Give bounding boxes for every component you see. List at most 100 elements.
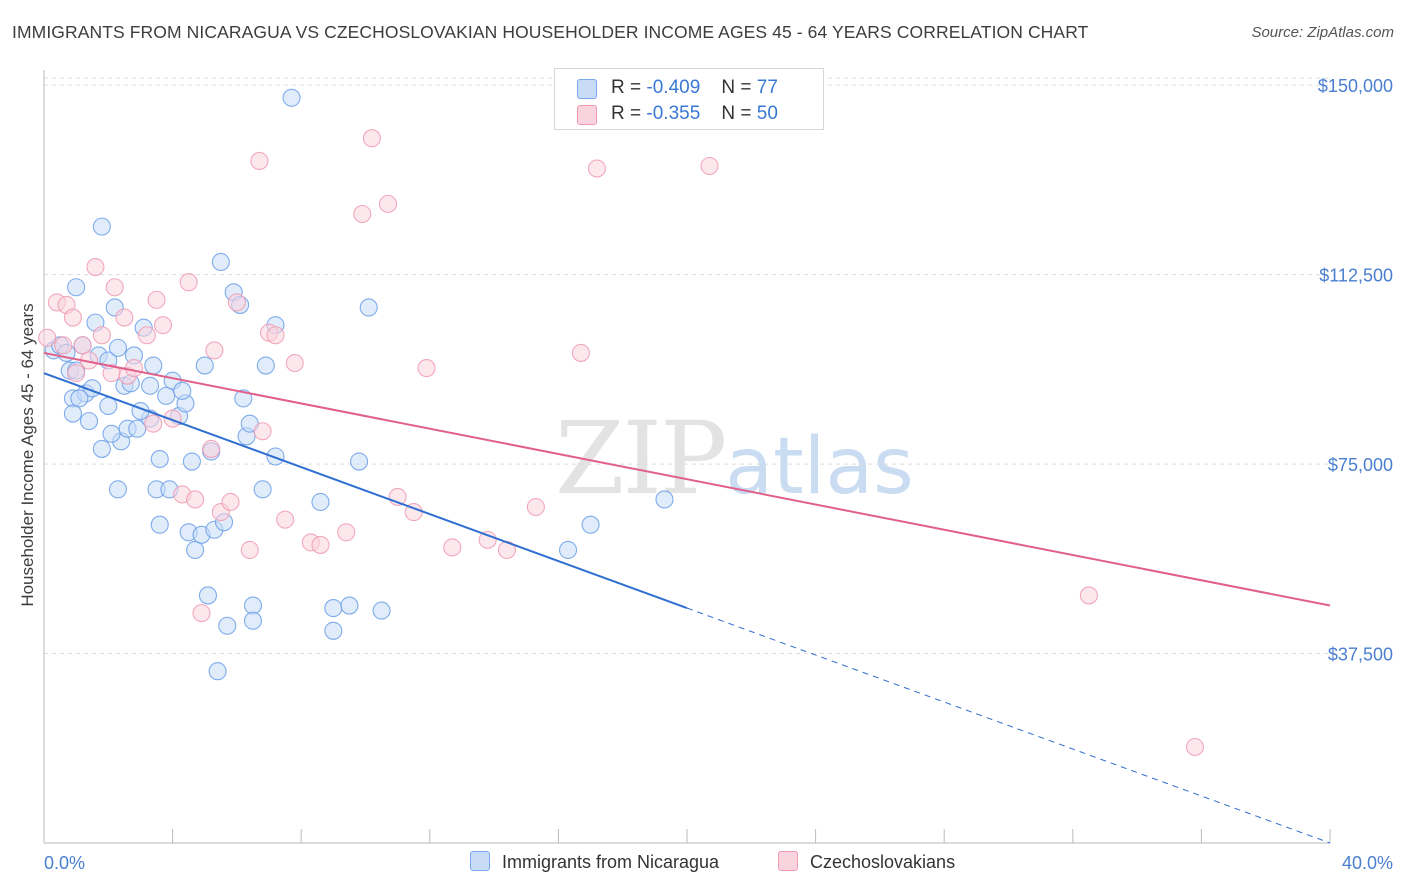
point-nicaragua bbox=[182, 452, 201, 471]
point-czechoslovakians bbox=[137, 326, 156, 345]
source-credit: Source: ZipAtlas.com bbox=[1251, 24, 1394, 41]
point-czechoslovakians bbox=[202, 439, 221, 458]
legend-r-label: R = bbox=[611, 77, 642, 98]
point-nicaragua bbox=[108, 480, 127, 499]
point-nicaragua bbox=[234, 389, 253, 408]
y-axis-label: Householder Income Ages 45 - 64 years bbox=[18, 303, 37, 606]
point-nicaragua bbox=[218, 616, 237, 635]
point-czechoslovakians bbox=[478, 530, 497, 549]
point-czechoslovakians bbox=[1079, 586, 1098, 605]
point-czechoslovakians bbox=[147, 290, 166, 309]
trend-lines bbox=[43, 351, 1331, 844]
point-czechoslovakians bbox=[253, 422, 272, 441]
point-nicaragua bbox=[655, 490, 674, 509]
point-nicaragua bbox=[150, 515, 169, 534]
point-czechoslovakians bbox=[179, 273, 198, 292]
point-nicaragua bbox=[108, 338, 127, 357]
point-czechoslovakians bbox=[1185, 737, 1205, 757]
legend-n-value: 50 bbox=[756, 103, 778, 124]
y-tick-label: $75,000 bbox=[1328, 455, 1393, 475]
point-czechoslovakians bbox=[63, 308, 82, 327]
point-czechoslovakians bbox=[337, 523, 356, 542]
tick-labels: $37,500 $75,000 $112,500 $150,000 0.0% 40.0% bbox=[44, 76, 1393, 873]
point-nicaragua bbox=[92, 217, 111, 236]
point-czechoslovakians bbox=[67, 364, 86, 383]
point-czechoslovakians bbox=[285, 353, 304, 373]
point-nicaragua bbox=[150, 449, 169, 469]
chart-title: IMMIGRANTS FROM NICARAGUA VS CZECHOSLOVA… bbox=[12, 22, 1089, 42]
point-czechoslovakians bbox=[144, 414, 163, 433]
point-czechoslovakians bbox=[250, 151, 269, 170]
point-czechoslovakians bbox=[105, 278, 124, 297]
point-nicaragua bbox=[256, 356, 275, 375]
legend-swatch-czechoslovakians bbox=[577, 105, 597, 125]
point-czechoslovakians bbox=[192, 604, 211, 623]
legend-n-value: 77 bbox=[756, 77, 778, 98]
x-tick-label: 40.0% bbox=[1342, 853, 1393, 873]
y-tick-label: $112,500 bbox=[1319, 266, 1393, 286]
point-nicaragua bbox=[359, 298, 378, 317]
point-nicaragua bbox=[157, 386, 176, 405]
point-nicaragua bbox=[211, 252, 230, 272]
x-tick-label: 0.0% bbox=[44, 853, 85, 873]
point-nicaragua bbox=[243, 611, 263, 630]
point-nicaragua bbox=[70, 389, 89, 408]
point-nicaragua bbox=[144, 356, 163, 375]
bottom-legend-label-czechoslovakians: Czechoslovakians bbox=[810, 852, 956, 872]
point-nicaragua bbox=[282, 88, 301, 107]
legend-swatch-nicaragua bbox=[577, 79, 597, 99]
point-nicaragua bbox=[67, 278, 86, 297]
point-czechoslovakians bbox=[124, 359, 144, 378]
point-nicaragua bbox=[324, 599, 343, 618]
point-czechoslovakians bbox=[311, 535, 330, 554]
legend-r-value: -0.355 bbox=[646, 103, 701, 124]
y-tick-label: $150,000 bbox=[1318, 76, 1393, 96]
legend-r-value: -0.409 bbox=[646, 77, 701, 98]
point-czechoslovakians bbox=[73, 336, 92, 355]
point-czechoslovakians bbox=[571, 343, 590, 362]
point-czechoslovakians bbox=[417, 359, 436, 378]
point-czechoslovakians bbox=[526, 497, 545, 517]
legend-r-label: R = bbox=[611, 103, 642, 124]
trend-line-czechoslovakians bbox=[43, 351, 1331, 607]
point-czechoslovakians bbox=[92, 326, 111, 345]
bottom-legend-czechoslovakians: Czechoslovakians bbox=[778, 851, 955, 873]
point-czechoslovakians bbox=[115, 308, 134, 327]
point-czechoslovakians bbox=[186, 490, 205, 509]
point-czechoslovakians bbox=[700, 156, 719, 176]
point-nicaragua bbox=[311, 492, 330, 512]
axes bbox=[43, 70, 1331, 844]
point-nicaragua bbox=[141, 376, 160, 395]
point-nicaragua bbox=[102, 424, 121, 443]
point-czechoslovakians bbox=[378, 194, 398, 213]
point-nicaragua bbox=[92, 439, 111, 458]
point-czechoslovakians bbox=[362, 129, 381, 148]
point-czechoslovakians bbox=[276, 510, 295, 529]
point-nicaragua bbox=[324, 621, 343, 640]
legend-n-label: N = bbox=[721, 77, 752, 98]
point-nicaragua bbox=[128, 419, 147, 438]
bottom-legend-label-nicaragua: Immigrants from Nicaragua bbox=[502, 852, 720, 872]
data-points bbox=[38, 88, 1205, 757]
bottom-legend-nicaragua: Immigrants from Nicaragua bbox=[470, 851, 719, 873]
trend-line-nicaragua-extension bbox=[686, 607, 1331, 844]
watermark-atlas: atlas bbox=[725, 422, 914, 512]
bottom-legend-swatch-czechoslovakians bbox=[778, 851, 798, 871]
point-czechoslovakians bbox=[163, 409, 182, 428]
legend-n-label: N = bbox=[721, 103, 752, 124]
y-tick-label: $37,500 bbox=[1328, 645, 1393, 665]
point-nicaragua bbox=[186, 540, 205, 560]
point-nicaragua bbox=[198, 586, 218, 605]
point-nicaragua bbox=[99, 396, 118, 416]
point-czechoslovakians bbox=[86, 257, 105, 277]
point-nicaragua bbox=[253, 480, 272, 499]
point-nicaragua bbox=[581, 515, 600, 534]
point-czechoslovakians bbox=[266, 326, 285, 345]
point-nicaragua bbox=[243, 596, 263, 615]
point-nicaragua bbox=[195, 356, 214, 375]
point-czechoslovakians bbox=[227, 293, 246, 312]
point-nicaragua bbox=[208, 662, 227, 681]
point-czechoslovakians bbox=[587, 159, 607, 178]
bottom-legend-swatch-nicaragua bbox=[470, 851, 490, 871]
